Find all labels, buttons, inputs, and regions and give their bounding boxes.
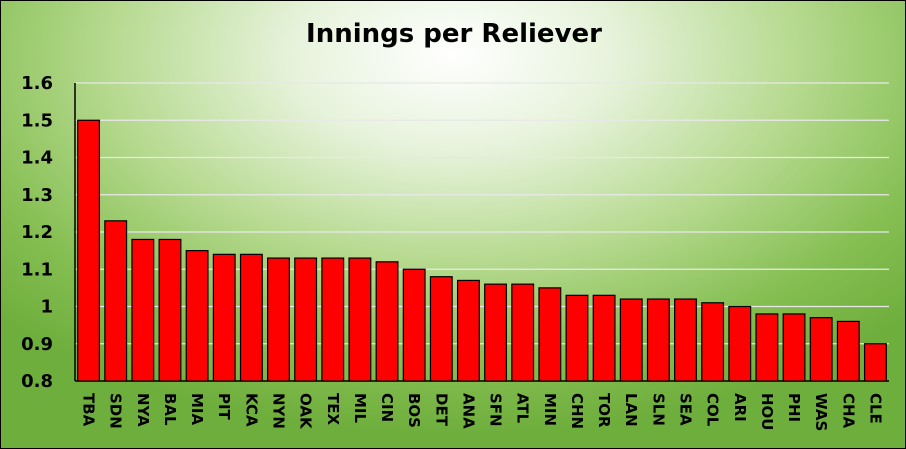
x-category-label: NYA: [134, 393, 152, 427]
y-tick-label: 1: [40, 297, 53, 318]
y-tick-label: 1.4: [21, 148, 53, 169]
bar-hou: [755, 313, 779, 382]
y-tick-label: 0.8: [21, 371, 53, 392]
bar-sdn: [104, 220, 128, 382]
bar-tex: [321, 257, 345, 382]
x-category-label: CIN: [378, 393, 396, 422]
x-category-label: COL: [704, 393, 722, 427]
bar-mil: [348, 257, 372, 382]
x-category-label: OAK: [297, 393, 315, 430]
bar-chn: [565, 294, 589, 382]
x-category-label: CLE: [866, 393, 884, 424]
x-category-label: SFN: [487, 393, 505, 427]
bar-kca: [239, 253, 263, 382]
x-category-label: NYN: [270, 393, 288, 429]
x-category-label: ATL: [514, 393, 532, 424]
x-category-label: BOS: [405, 393, 423, 428]
x-category-label: TEX: [324, 393, 342, 425]
bar-ana: [456, 279, 480, 382]
bar-sfn: [484, 283, 508, 382]
bar-col: [701, 302, 725, 382]
x-category-label: ARI: [731, 393, 749, 422]
x-category-label: PHI: [785, 393, 803, 422]
x-category-label: HOU: [758, 393, 776, 431]
x-category-label: KCA: [242, 393, 260, 427]
bar-det: [429, 276, 453, 382]
bar-tor: [592, 294, 616, 382]
y-tick-label: 0.9: [21, 334, 53, 355]
x-category-label: SLN: [649, 393, 667, 426]
bar-mia: [185, 250, 209, 382]
bar-oak: [294, 257, 318, 382]
bar-bal: [158, 238, 182, 382]
x-category-label: CHN: [568, 393, 586, 429]
bar-was: [809, 317, 833, 382]
y-tick-label: 1.1: [21, 259, 53, 280]
y-tick-label: 1.5: [21, 110, 53, 131]
x-category-label: ANA: [459, 393, 477, 429]
bar-tba: [77, 119, 101, 382]
bar-phi: [782, 313, 806, 382]
chart-title: Innings per Reliever: [306, 19, 602, 49]
bar-min: [538, 287, 562, 382]
bar-cle: [863, 343, 887, 382]
bar-nyn: [267, 257, 290, 382]
y-tick-label: 1.6: [21, 73, 53, 94]
x-category-label: TBA: [80, 393, 98, 427]
bar-cha: [836, 320, 860, 382]
x-category-label: CHA: [839, 393, 857, 429]
x-category-label: PIT: [215, 393, 233, 421]
bar-cin: [375, 261, 399, 382]
bar-ari: [728, 305, 752, 382]
bar-sln: [646, 298, 670, 382]
y-tick-label: 1.2: [21, 222, 53, 243]
x-category-label: LAN: [622, 393, 640, 427]
bar-lan: [619, 298, 643, 382]
bar-nya: [131, 238, 155, 382]
y-tick-label: 1.3: [21, 185, 53, 206]
x-category-label: BAL: [161, 393, 179, 426]
bar-bos: [402, 268, 426, 382]
bar-atl: [511, 283, 535, 382]
x-category-label: TOR: [595, 393, 613, 428]
x-category-label: SDN: [107, 393, 125, 429]
x-category-label: WAS: [812, 393, 830, 431]
bar-sea: [674, 298, 697, 382]
x-category-label: MIL: [351, 393, 369, 424]
x-category-label: SEA: [677, 393, 695, 426]
bar-pit: [212, 253, 236, 382]
x-category-label: MIA: [188, 393, 206, 426]
x-category-label: DET: [432, 393, 450, 427]
x-category-label: MIN: [541, 393, 559, 426]
